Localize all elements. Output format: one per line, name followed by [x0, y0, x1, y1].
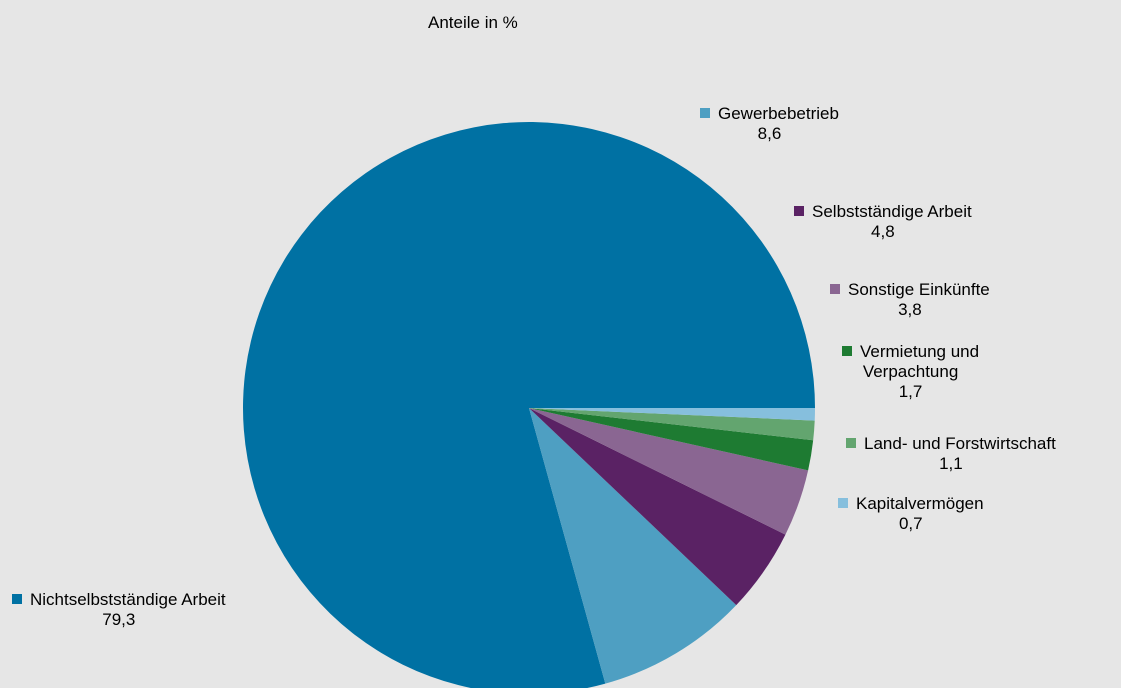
label-sonstige-einkuenfte: Sonstige Einkünfte 3,8	[830, 280, 990, 320]
legend-swatch-kapitalvermoegen	[838, 498, 848, 508]
label-land-und-forstwirtschaft: Land- und Forstwirtschaft 1,1	[846, 434, 1056, 474]
slice-label-text: Kapitalvermögen	[856, 494, 984, 513]
pie-slice-6	[529, 408, 815, 421]
slice-label-text: Vermietung und	[860, 342, 980, 361]
label-kapitalvermoegen: Kapitalvermögen 0,7	[838, 494, 984, 534]
pie-slice-2	[529, 408, 786, 606]
pie-slice-3	[529, 408, 809, 535]
slice-label-text: Land- und Forstwirtschaft	[864, 434, 1056, 453]
slice-label-text: Nichtselbstständige Arbeit	[30, 590, 226, 609]
chart-subtitle: Anteile in %	[428, 13, 518, 32]
pie-slice-1	[529, 408, 737, 684]
legend-swatch-land-und-forstwirtschaft	[846, 438, 856, 448]
slice-value-text: 1,1	[939, 454, 963, 473]
slice-value-text: 3,8	[898, 300, 922, 319]
slice-value-text: 0,7	[898, 514, 923, 533]
slice-value-text: 79,3	[102, 610, 136, 629]
label-selbststaendige-arbeit: Selbstständige Arbeit 4,8	[794, 202, 972, 242]
legend-swatch-nichtselbststaendige-arbeit	[12, 594, 22, 604]
legend-swatch-selbststaendige-arbeit	[794, 206, 804, 216]
legend-swatch-vermietung-und-verpachtung	[842, 346, 852, 356]
legend-swatch-sonstige-einkuenfte	[830, 284, 840, 294]
pie-slice-4	[529, 408, 814, 471]
label-vermietung-und-verpachtung: Vermietung und Verpachtung 1,7	[842, 342, 979, 402]
slice-label-text-line2: Verpachtung	[862, 362, 959, 381]
pie-slice-5	[529, 408, 815, 441]
slice-value-text: 1,7	[898, 382, 923, 401]
label-nichtselbststaendige-arbeit: Nichtselbstständige Arbeit 79,3	[12, 590, 226, 630]
legend-swatch-gewerbebetrieb	[700, 108, 710, 118]
pie-slice-0	[243, 122, 815, 688]
slice-value-text: 8,6	[757, 124, 782, 143]
slice-label-text: Gewerbebetrieb	[718, 104, 839, 123]
slice-value-text: 4,8	[871, 222, 895, 241]
slice-label-text: Selbstständige Arbeit	[812, 202, 972, 221]
slice-label-text: Sonstige Einkünfte	[848, 280, 990, 299]
label-gewerbebetrieb: Gewerbebetrieb 8,6	[700, 104, 839, 144]
